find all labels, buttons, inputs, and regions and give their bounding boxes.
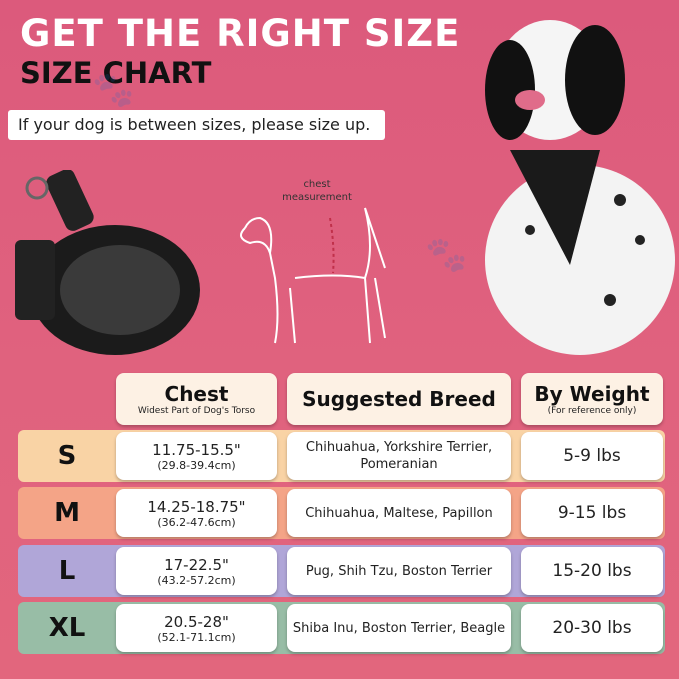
size-note: If your dog is between sizes, please siz… [8, 110, 385, 140]
paw-icon: 🐾 [425, 235, 468, 275]
chest-measurement-label: chest measurement [282, 179, 352, 203]
size-label: L [58, 556, 76, 586]
weight-cell: 20-30 lbs [521, 604, 663, 652]
breed-text: Chihuahua, Yorkshire Terrier, Pomeranian [305, 440, 493, 472]
weight-text: 9-15 lbs [557, 503, 627, 523]
chest-inches: 17-22.5" [164, 555, 229, 574]
dog-outline-diagram [240, 207, 386, 344]
weight-cell: 9-15 lbs [521, 489, 663, 537]
size-label: S [57, 441, 77, 471]
weight-text: 20-30 lbs [552, 618, 632, 638]
chest-cell: 20.5-28" (52.1-71.1cm) [116, 604, 277, 652]
harness-image [15, 170, 200, 355]
breed-text: Pug, Shih Tzu, Boston Terrier [305, 563, 493, 579]
header-title: Chest [164, 382, 229, 406]
header-weight: By Weight (For reference only) [521, 373, 663, 425]
weight-text: 15-20 lbs [552, 561, 632, 581]
weight-cell: 15-20 lbs [521, 547, 663, 595]
header-subtitle: (For reference only) [547, 406, 637, 416]
chest-cm: (29.8-39.4cm) [157, 458, 236, 472]
weight-text: 5-9 lbs [563, 446, 621, 466]
dog-wearing-harness-photo [485, 20, 675, 355]
chest-cm: (36.2-47.6cm) [157, 515, 236, 529]
page-title: GET THE RIGHT SIZE [20, 12, 461, 55]
breed-cell: Chihuahua, Maltese, Papillon [287, 489, 511, 537]
header-title: By Weight [534, 382, 650, 406]
header-chest: Chest Widest Part of Dog's Torso [116, 373, 277, 425]
breed-text: Shiba Inu, Boston Terrier, Beagle [292, 620, 506, 636]
chest-inches: 14.25-18.75" [147, 497, 246, 516]
chest-cm: (52.1-71.1cm) [157, 630, 236, 644]
page-subtitle: SIZE CHART [20, 56, 212, 90]
header-title: Suggested Breed [302, 387, 496, 411]
size-label: M [54, 498, 80, 528]
chest-inches: 20.5-28" [164, 612, 229, 631]
chest-inches: 11.75-15.5" [152, 440, 241, 459]
chest-cell: 14.25-18.75" (36.2-47.6cm) [116, 489, 277, 537]
size-label: XL [48, 613, 86, 643]
chest-cm: (43.2-57.2cm) [157, 573, 236, 587]
header-subtitle: Widest Part of Dog's Torso [137, 406, 256, 416]
chest-cell: 11.75-15.5" (29.8-39.4cm) [116, 432, 277, 480]
breed-cell: Shiba Inu, Boston Terrier, Beagle [287, 604, 511, 652]
weight-cell: 5-9 lbs [521, 432, 663, 480]
header-breed: Suggested Breed [287, 373, 511, 425]
chest-cell: 17-22.5" (43.2-57.2cm) [116, 547, 277, 595]
paw-icon: 🐾 [92, 70, 135, 110]
breed-text: Chihuahua, Maltese, Papillon [305, 505, 493, 521]
breed-cell: Chihuahua, Yorkshire Terrier, Pomeranian [287, 432, 511, 480]
breed-cell: Pug, Shih Tzu, Boston Terrier [287, 547, 511, 595]
